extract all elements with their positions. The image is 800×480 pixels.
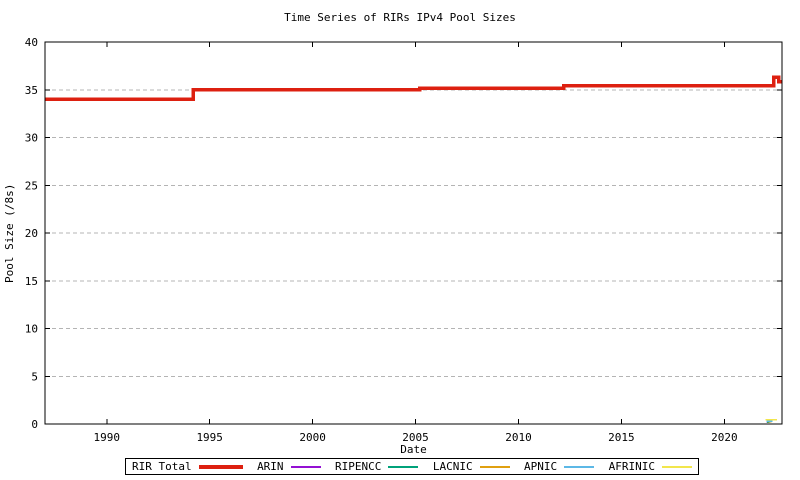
y-tick-label-30: 30 <box>25 132 38 145</box>
x-tick-label-2015: 2015 <box>608 431 635 444</box>
x-axis-label: Date <box>400 443 427 456</box>
y-tick-label-0: 0 <box>31 418 38 431</box>
legend-label: LACNIC <box>432 460 473 473</box>
legend-label: ARIN <box>257 460 284 473</box>
legend-label: AFRINIC <box>608 460 655 473</box>
legend-item-ripencc: RIPENCC <box>335 459 419 474</box>
y-tick-label-40: 40 <box>25 36 38 49</box>
legend-item-rir-total: RIR Total <box>132 459 243 474</box>
legend-label: RIPENCC <box>335 460 382 473</box>
legend-swatch <box>198 464 243 469</box>
x-tick-label-2010: 2010 <box>505 431 532 444</box>
legend-item-apnic: APNIC <box>524 459 595 474</box>
y-tick-label-20: 20 <box>25 227 38 240</box>
x-tick-label-2020: 2020 <box>711 431 738 444</box>
legend-label: RIR Total <box>132 460 192 473</box>
y-tick-label-5: 5 <box>31 370 38 383</box>
series-line-rir-total <box>45 75 782 102</box>
x-tick-label-1995: 1995 <box>196 431 223 444</box>
y-tick-label-25: 25 <box>25 179 38 192</box>
legend-item-afrinic: AFRINIC <box>609 459 692 474</box>
legend-swatch <box>564 465 595 468</box>
y-tick-label-15: 15 <box>25 275 38 288</box>
legend-item-arin: ARIN <box>257 459 321 474</box>
x-tick-label-2005: 2005 <box>402 431 429 444</box>
x-tick-label-2000: 2000 <box>299 431 326 444</box>
legend-swatch <box>290 465 321 468</box>
chart-title: Time Series of RIRs IPv4 Pool Sizes <box>284 11 516 24</box>
legend-swatch <box>388 465 419 468</box>
legend-label: APNIC <box>524 460 558 473</box>
y-tick-label-10: 10 <box>25 323 38 336</box>
x-tick-label-1990: 1990 <box>94 431 121 444</box>
legend-swatch <box>479 465 510 468</box>
legend-swatch <box>661 465 692 468</box>
legend: RIR Total ARIN RIPENCC LACNIC APNIC AFRINIC <box>125 458 699 475</box>
legend-item-lacnic: LACNIC <box>433 459 510 474</box>
y-tick-label-35: 35 <box>25 84 38 97</box>
